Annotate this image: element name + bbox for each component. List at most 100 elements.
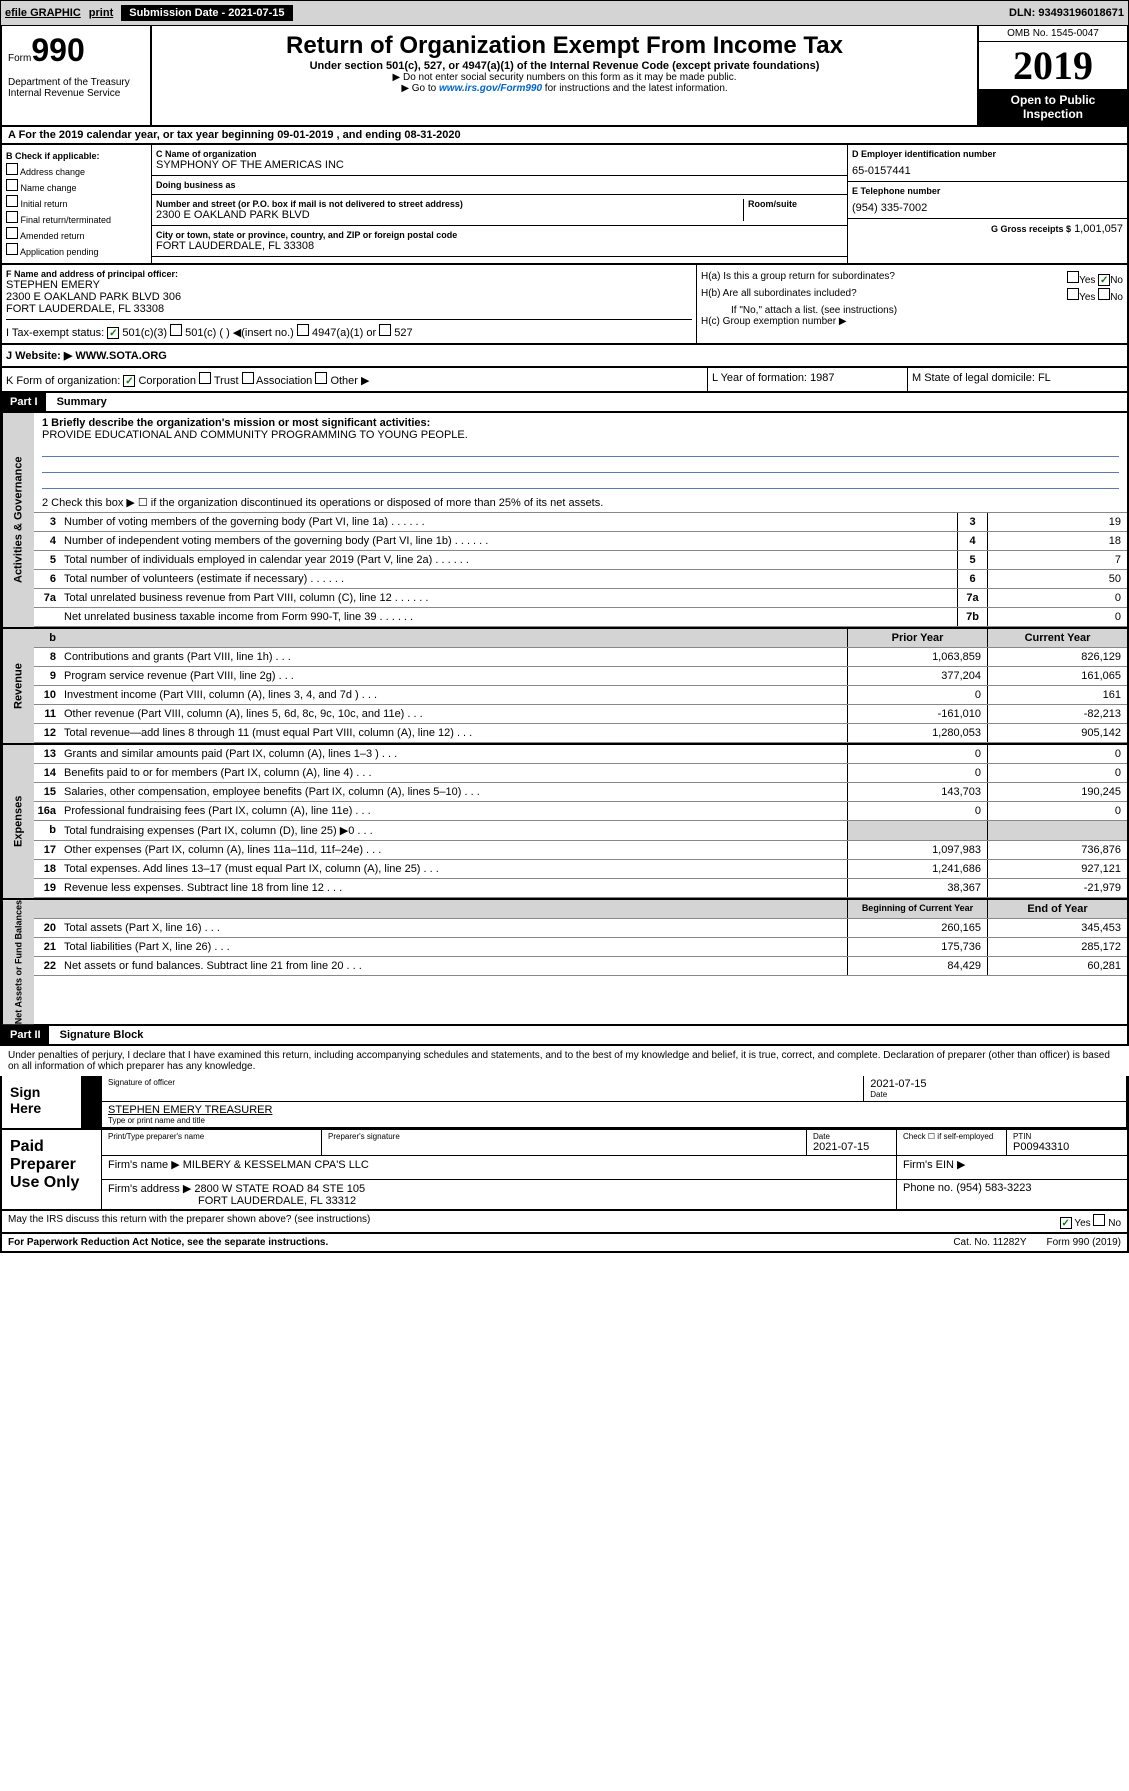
table-row: 17Other expenses (Part IX, column (A), l…	[34, 841, 1127, 860]
box-b-checkbox[interactable]	[6, 243, 18, 255]
expenses-section: Expenses 13Grants and similar amounts pa…	[0, 745, 1129, 900]
box-b-checkbox[interactable]	[6, 179, 18, 191]
expenses-label: Expenses	[2, 745, 34, 898]
table-row: 18Total expenses. Add lines 13–17 (must …	[34, 860, 1127, 879]
officer-label: F Name and address of principal officer:	[6, 269, 692, 279]
table-row: bTotal fundraising expenses (Part IX, co…	[34, 821, 1127, 841]
mission: PROVIDE EDUCATIONAL AND COMMUNITY PROGRA…	[42, 429, 1119, 441]
netassets-label: Net Assets or Fund Balances	[2, 900, 34, 1024]
table-row: Net unrelated business taxable income fr…	[34, 608, 1127, 627]
officer-print-name: STEPHEN EMERY TREASURER	[108, 1104, 1120, 1116]
box-b-checkbox[interactable]	[6, 195, 18, 207]
ha-yes[interactable]	[1067, 271, 1079, 283]
table-row: 5Total number of individuals employed in…	[34, 551, 1127, 570]
table-row: 14Benefits paid to or for members (Part …	[34, 764, 1127, 783]
city: FORT LAUDERDALE, FL 33308	[156, 240, 843, 252]
declaration: Under penalties of perjury, I declare th…	[0, 1046, 1129, 1076]
527-checkbox[interactable]	[379, 324, 391, 336]
website-url: WWW.SOTA.ORG	[75, 350, 166, 362]
info-section: B Check if applicable: Address change Na…	[0, 145, 1129, 265]
hc-label: H(c) Group exemption number ▶	[701, 316, 1123, 327]
table-row: 11Other revenue (Part VIII, column (A), …	[34, 705, 1127, 724]
org-name-label: C Name of organization	[156, 149, 843, 159]
table-row: 7aTotal unrelated business revenue from …	[34, 589, 1127, 608]
instr-link: ▶ Go to www.irs.gov/Form990 for instruct…	[158, 83, 971, 94]
tel-label: E Telephone number	[852, 186, 1123, 196]
form-header: Form990 Department of the Treasury Inter…	[0, 26, 1129, 127]
self-employed-check[interactable]: Check ☐ if self-employed	[903, 1132, 1000, 1141]
line2: 2 Check this box ▶ ☐ if the organization…	[34, 493, 1127, 512]
governance-label: Activities & Governance	[2, 413, 34, 627]
gross-label: G Gross receipts $	[991, 224, 1071, 234]
501c3-checkbox[interactable]	[107, 327, 119, 339]
korg-assoc[interactable]	[242, 372, 254, 384]
korg-corp[interactable]	[123, 375, 135, 387]
org-name: SYMPHONY OF THE AMERICAS INC	[156, 159, 843, 171]
dln: DLN: 93493196018671	[1009, 7, 1124, 19]
discuss-yes[interactable]	[1060, 1217, 1072, 1229]
form-title: Return of Organization Exempt From Incom…	[158, 32, 971, 60]
discuss-no[interactable]	[1093, 1214, 1105, 1226]
dba-label: Doing business as	[156, 180, 843, 190]
form-prefix: Form	[8, 53, 31, 64]
box-b-checkbox[interactable]	[6, 163, 18, 175]
year-formation: 1987	[810, 372, 834, 384]
revenue-label: Revenue	[2, 629, 34, 743]
korg-other[interactable]	[315, 372, 327, 384]
form-number: 990	[31, 32, 84, 68]
officer-addr2: FORT LAUDERDALE, FL 33308	[6, 303, 692, 315]
dept-treasury: Department of the Treasury Internal Reve…	[8, 77, 144, 99]
part2-header: Part II	[2, 1026, 49, 1044]
hb-no[interactable]	[1098, 288, 1110, 300]
firm-addr1: 2800 W STATE ROAD 84 STE 105	[194, 1183, 365, 1195]
cat-no: Cat. No. 11282Y	[953, 1237, 1026, 1248]
top-bar: efile GRAPHIC print Submission Date - 20…	[0, 0, 1129, 26]
ein: 65-0157441	[852, 165, 1123, 177]
sign-here-section: Sign Here Signature of officer 2021-07-1…	[0, 1076, 1129, 1130]
hb-label: H(b) Are all subordinates included?	[701, 288, 857, 303]
prep-date: 2021-07-15	[813, 1141, 890, 1153]
omb-number: OMB No. 1545-0047	[979, 26, 1127, 42]
ha-no[interactable]	[1098, 274, 1110, 286]
hb-note: If "No," attach a list. (see instruction…	[701, 305, 1123, 316]
begin-year-header: Beginning of Current Year	[847, 900, 987, 918]
print-link[interactable]: print	[89, 7, 113, 19]
room-label: Room/suite	[748, 199, 843, 209]
part2-title: Signature Block	[52, 1026, 152, 1044]
form-subtitle: Under section 501(c), 527, or 4947(a)(1)…	[158, 60, 971, 72]
table-row: 16aProfessional fundraising fees (Part I…	[34, 802, 1127, 821]
firm-name: MILBERY & KESSELMAN CPA'S LLC	[183, 1159, 369, 1171]
website-row: J Website: ▶ WWW.SOTA.ORG	[0, 345, 1129, 368]
table-row: 22Net assets or fund balances. Subtract …	[34, 957, 1127, 976]
table-row: 13Grants and similar amounts paid (Part …	[34, 745, 1127, 764]
ein-label: D Employer identification number	[852, 149, 1123, 159]
box-b: B Check if applicable: Address change Na…	[2, 145, 152, 263]
arrow-icon	[82, 1076, 102, 1101]
ha-label: H(a) Is this a group return for subordin…	[701, 271, 895, 286]
firm-addr2: FORT LAUDERDALE, FL 33312	[108, 1195, 356, 1207]
tax-status-label: I Tax-exempt status:	[6, 327, 104, 339]
ptin: P00943310	[1013, 1141, 1121, 1153]
paid-label: Paid Preparer Use Only	[2, 1130, 102, 1209]
efile-link[interactable]: efile GRAPHIC	[5, 7, 81, 19]
table-row: 20Total assets (Part X, line 16) . . .26…	[34, 919, 1127, 938]
box-b-checkbox[interactable]	[6, 227, 18, 239]
officer-name: STEPHEN EMERY	[6, 279, 692, 291]
netassets-section: Net Assets or Fund Balances Beginning of…	[0, 900, 1129, 1026]
hb-yes[interactable]	[1067, 288, 1079, 300]
501c-checkbox[interactable]	[170, 324, 182, 336]
irs-link[interactable]: www.irs.gov/Form990	[439, 83, 542, 94]
part1-title: Summary	[49, 393, 115, 411]
4947-checkbox[interactable]	[297, 324, 309, 336]
arrow-icon	[82, 1102, 102, 1127]
table-row: 6Total number of volunteers (estimate if…	[34, 570, 1127, 589]
korg-row: K Form of organization: Corporation Trus…	[0, 368, 1129, 393]
firm-phone: (954) 583-3223	[956, 1182, 1031, 1194]
part1-header: Part I	[2, 393, 46, 411]
revenue-section: Revenue b Prior Year Current Year 8Contr…	[0, 629, 1129, 745]
form-footer: Form 990 (2019)	[1047, 1237, 1121, 1248]
box-b-checkbox[interactable]	[6, 211, 18, 223]
sign-here-label: Sign Here	[2, 1076, 82, 1128]
korg-trust[interactable]	[199, 372, 211, 384]
officer-addr1: 2300 E OAKLAND PARK BLVD 306	[6, 291, 692, 303]
